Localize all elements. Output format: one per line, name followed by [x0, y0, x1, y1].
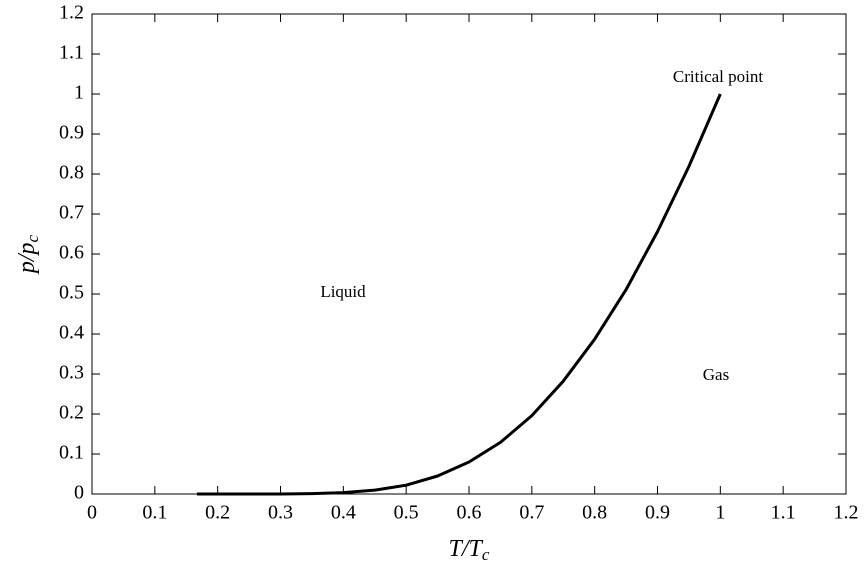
annotation: Critical point [673, 67, 763, 86]
x-tick-label: 0.4 [331, 502, 356, 524]
x-tick-label: 0.5 [394, 502, 419, 524]
y-tick-label: 0.6 [59, 242, 84, 264]
x-tick-label: 0.8 [582, 502, 607, 524]
line [196, 93, 722, 496]
x-tick-label: 1 [715, 502, 725, 524]
y-tick-label: 0.1 [59, 442, 84, 464]
y-tick-label: 1 [74, 82, 84, 104]
x-tick-label: 0.6 [457, 502, 482, 524]
y-tick-label: 1.2 [59, 2, 84, 24]
y-tick-label: 0.4 [59, 322, 84, 344]
y-tick-label: 0 [74, 482, 84, 504]
x-tick-label: 0.2 [205, 502, 230, 524]
x-tick-label: 0.7 [519, 502, 544, 524]
y-tick-label: 0.5 [59, 282, 84, 304]
x-tick-label: 1.2 [834, 502, 859, 524]
y-tick-label: 1.1 [59, 42, 84, 64]
x-tick-label: 0.1 [142, 502, 167, 524]
y-tick-label: 0.3 [59, 362, 84, 384]
x-tick-label: 0.3 [268, 502, 293, 524]
x-axis-label: T/Tc [449, 536, 490, 564]
y-axis-label: p/pc [14, 234, 42, 275]
y-tick-label: 0.7 [59, 202, 84, 224]
x-tick-label: 0 [87, 502, 97, 524]
annotation: Liquid [320, 282, 366, 301]
x-tick-label: 0.9 [645, 502, 670, 524]
plot-frame [91, 13, 847, 495]
y-tick-label: 0.8 [59, 162, 84, 184]
x-tick-label: 1.1 [771, 502, 796, 524]
annotation: Gas [703, 365, 729, 384]
y-tick-label: 0.2 [59, 402, 84, 424]
y-tick-label: 0.9 [59, 122, 84, 144]
